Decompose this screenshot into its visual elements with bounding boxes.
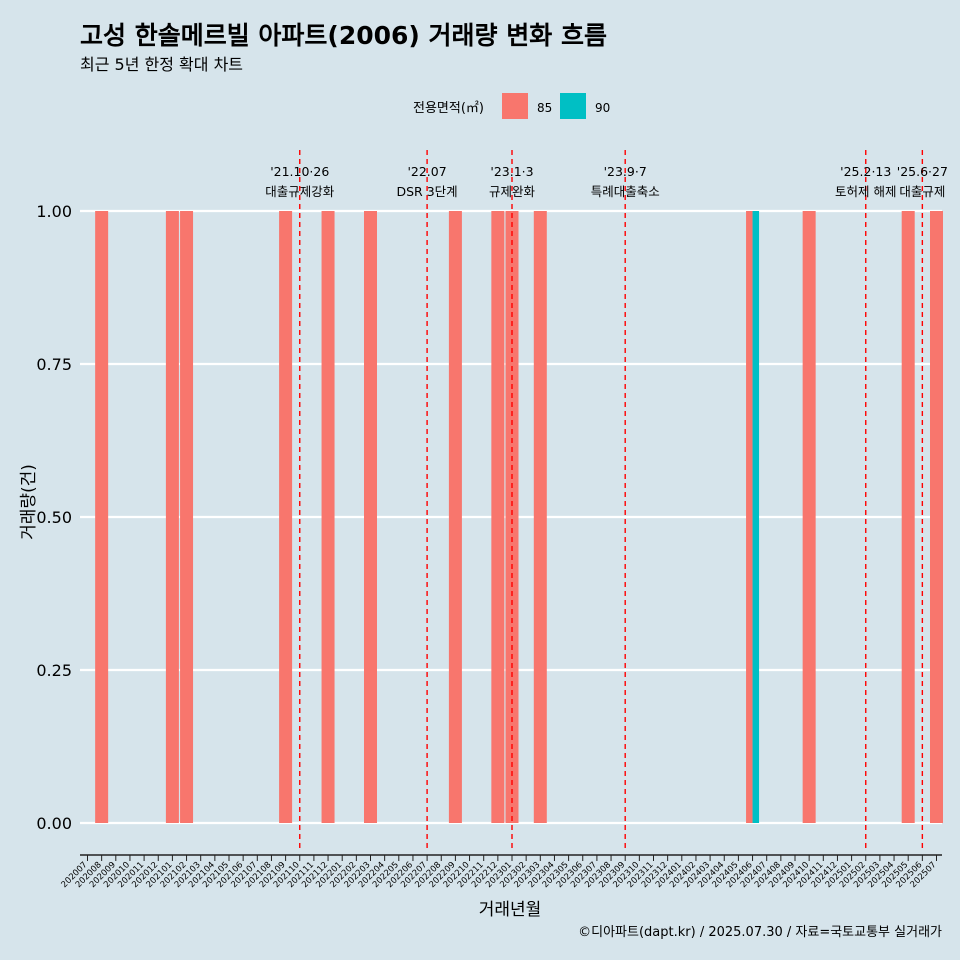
- legend-title: 전용면적(㎡): [413, 101, 484, 116]
- y-tick-label: 1.00: [36, 202, 72, 221]
- bar-202505-85: [901, 211, 915, 823]
- event-markers: '21.10·26 대출규제강화 '22.07 DSR 3단계 '23.1·3 규제완화 '…: [265, 150, 948, 848]
- legend-swatch-85: [502, 93, 528, 119]
- bar-202209-85: [448, 211, 462, 823]
- legend-label-85: 85: [537, 101, 552, 115]
- bar-202212-85: [491, 211, 505, 823]
- event-label: 대출규제강화: [265, 184, 335, 199]
- bar-202301-85: [505, 211, 519, 823]
- event-date-label: '21.10·26: [270, 164, 329, 179]
- event-label: 규제완화: [489, 184, 536, 199]
- bar-202410-85: [802, 211, 816, 823]
- event-label: DSR 3단계: [397, 184, 458, 199]
- event-date-label: '25.6·27: [897, 164, 948, 179]
- event-label: 대출규제: [899, 184, 945, 199]
- bar-202109-85: [279, 211, 293, 823]
- y-tick-labels: 0.00 0.25 0.50 0.75 1.00: [36, 202, 72, 833]
- bar-202303-85: [533, 211, 547, 823]
- y-tick-label: 0.00: [36, 814, 72, 833]
- event-date-label: '23.1·3: [490, 164, 533, 179]
- y-tick-label: 0.25: [36, 661, 72, 680]
- event-date-label: '22.07: [407, 164, 446, 179]
- bars: [95, 211, 943, 823]
- bar-202507-85: [930, 211, 943, 823]
- bar-202101-85: [165, 211, 179, 823]
- bar-202102-85: [180, 211, 194, 823]
- event-date-label: '23.9·7: [604, 164, 647, 179]
- caption: ©디아파트(dapt.kr) / 2025.07.30 / 자료=국토교통부 실…: [578, 925, 942, 940]
- legend-swatch-90: [560, 93, 586, 119]
- bar-202203-85: [364, 211, 377, 823]
- event-label: 특례대출축소: [591, 184, 660, 199]
- y-tick-label: 0.75: [36, 355, 72, 374]
- y-axis-label: 거래량(건): [19, 464, 39, 540]
- event-label: 토허제 해제: [835, 184, 896, 199]
- chart-subtitle: 최근 5년 한정 확대 차트: [80, 55, 243, 74]
- bar-202008-85: [95, 211, 109, 823]
- legend-label-90: 90: [595, 101, 610, 115]
- y-tick-label: 0.50: [36, 508, 72, 527]
- bar-202406-85: [746, 211, 753, 823]
- event-date-label: '25.2·13: [840, 164, 891, 179]
- legend: 전용면적(㎡) 85 90: [413, 93, 610, 119]
- bar-202406-90: [752, 211, 760, 823]
- chart-title: 고성 한솔메르빌 아파트(2006) 거래량 변화 흐름: [80, 21, 607, 50]
- bar-202112-85: [321, 211, 335, 823]
- x-axis-label: 거래년월: [479, 900, 542, 920]
